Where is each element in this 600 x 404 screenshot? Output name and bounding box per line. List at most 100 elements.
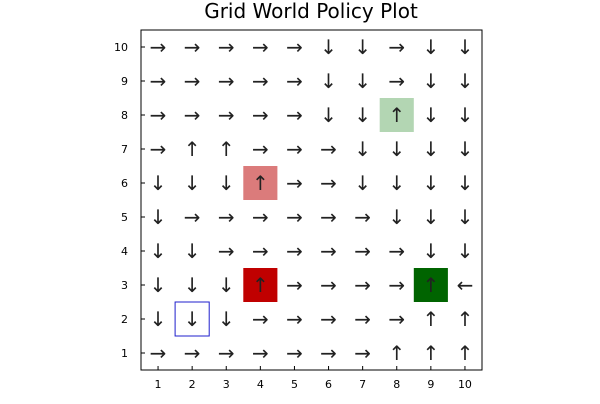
policy-arrow-7-10: ↓ (354, 35, 371, 59)
axis-ticks-layer: 1 2 3 4 5 6 7 8 9 10 1 2 3 4 5 6 7 8 9 10 (114, 41, 472, 391)
x-tick-label-9: 9 (427, 378, 434, 391)
y-tick-label-6: 6 (121, 177, 128, 190)
policy-arrow-9-7: ↓ (422, 137, 439, 161)
y-tick-label-9: 9 (121, 75, 128, 88)
policy-arrow-8-4: → (388, 239, 405, 263)
policy-arrow-3-7: ↑ (218, 137, 235, 161)
policy-arrow-9-10: ↓ (422, 35, 439, 59)
policy-arrow-9-3: ↑ (422, 273, 439, 297)
chart-title: Grid World Policy Plot (204, 0, 418, 23)
policy-arrow-1-10: → (150, 35, 167, 59)
policy-arrow-3-9: → (218, 69, 235, 93)
y-tick-label-3: 3 (121, 279, 128, 292)
policy-arrow-2-9: → (184, 69, 201, 93)
policy-arrow-5-5: → (286, 205, 303, 229)
policy-arrow-2-1: → (184, 341, 201, 365)
policy-arrow-2-8: → (184, 103, 201, 127)
policy-arrow-7-1: → (354, 341, 371, 365)
x-tick-label-3: 3 (223, 378, 230, 391)
x-tick-label-5: 5 (291, 378, 298, 391)
policy-arrows-layer: → → → → → ↓ ↓ → ↓ ↓ → → → → → ↓ ↓ → ↓ ↓ → → → → → ↓ ↓ ↑ ↓ ↓ → ↑ ↑ → → → ↓ ↓ ↓ ↓… (150, 35, 474, 365)
policy-arrow-3-2: ↓ (218, 307, 235, 331)
policy-arrow-1-4: ↓ (150, 239, 167, 263)
policy-arrow-9-6: ↓ (422, 171, 439, 195)
policy-arrow-5-3: → (286, 273, 303, 297)
policy-arrow-3-3: ↓ (218, 273, 235, 297)
policy-arrow-7-3: → (354, 273, 371, 297)
policy-arrow-4-3: ↑ (252, 273, 269, 297)
policy-arrow-4-8: → (252, 103, 269, 127)
policy-arrow-5-10: → (286, 35, 303, 59)
policy-arrow-9-8: ↓ (422, 103, 439, 127)
highlight-cell-8-8 (379, 98, 414, 132)
policy-arrow-7-4: → (354, 239, 371, 263)
y-tick-label-8: 8 (121, 109, 128, 122)
policy-arrow-6-4: → (320, 239, 337, 263)
policy-arrow-3-5: → (218, 205, 235, 229)
policy-arrow-7-7: ↓ (354, 137, 371, 161)
policy-arrow-7-9: ↓ (354, 69, 371, 93)
policy-arrow-2-3: ↓ (184, 273, 201, 297)
policy-arrow-8-2: → (388, 307, 405, 331)
policy-arrow-10-5: ↓ (457, 205, 474, 229)
policy-arrow-6-5: → (320, 205, 337, 229)
x-tick-label-10: 10 (458, 378, 472, 391)
policy-arrow-10-7: ↓ (457, 137, 474, 161)
x-tick-label-2: 2 (189, 378, 196, 391)
x-tick-label-8: 8 (393, 378, 400, 391)
policy-arrow-8-5: ↓ (388, 205, 405, 229)
policy-arrow-5-1: → (286, 341, 303, 365)
policy-arrow-8-3: → (388, 273, 405, 297)
policy-arrow-8-10: → (388, 35, 405, 59)
policy-arrow-1-6: ↓ (150, 171, 167, 195)
policy-arrow-8-9: → (388, 69, 405, 93)
policy-arrow-6-2: → (320, 307, 337, 331)
policy-arrow-4-9: → (252, 69, 269, 93)
policy-arrow-4-5: → (252, 205, 269, 229)
policy-arrow-6-3: → (320, 273, 337, 297)
policy-arrow-2-7: ↑ (184, 137, 201, 161)
policy-arrow-2-6: ↓ (184, 171, 201, 195)
x-tick-label-6: 6 (325, 378, 332, 391)
policy-arrow-5-7: → (286, 137, 303, 161)
policy-arrow-8-1: ↑ (388, 341, 405, 365)
policy-arrow-10-1: ↑ (457, 341, 474, 365)
policy-arrow-1-8: → (150, 103, 167, 127)
policy-arrow-7-5: → (354, 205, 371, 229)
policy-arrow-3-10: → (218, 35, 235, 59)
policy-arrow-6-9: ↓ (320, 69, 337, 93)
y-tick-label-10: 10 (114, 41, 128, 54)
policy-arrow-9-1: ↑ (422, 341, 439, 365)
policy-arrow-2-4: ↓ (184, 239, 201, 263)
policy-arrow-3-4: → (218, 239, 235, 263)
policy-arrow-1-5: ↓ (150, 205, 167, 229)
policy-arrow-10-8: ↓ (457, 103, 474, 127)
policy-arrow-1-9: → (150, 69, 167, 93)
highlights-layer (174, 98, 448, 337)
policy-arrow-2-2: ↓ (184, 307, 201, 331)
policy-arrow-10-3: ← (457, 273, 474, 297)
y-tick-label-5: 5 (121, 211, 128, 224)
policy-arrow-5-8: → (286, 103, 303, 127)
policy-arrow-10-2: ↑ (457, 307, 474, 331)
policy-arrow-4-4: → (252, 239, 269, 263)
policy-arrow-6-7: → (320, 137, 337, 161)
x-tick-label-7: 7 (359, 378, 366, 391)
policy-arrow-6-10: ↓ (320, 35, 337, 59)
policy-arrow-7-6: ↓ (354, 171, 371, 195)
policy-arrow-5-6: → (286, 171, 303, 195)
policy-arrow-10-6: ↓ (457, 171, 474, 195)
policy-arrow-9-5: ↓ (422, 205, 439, 229)
policy-arrow-8-6: ↓ (388, 171, 405, 195)
policy-arrow-4-2: → (252, 307, 269, 331)
policy-arrow-6-8: ↓ (320, 103, 337, 127)
policy-arrow-3-6: ↓ (218, 171, 235, 195)
plot-frame (140, 29, 483, 371)
policy-arrow-4-10: → (252, 35, 269, 59)
policy-arrow-8-8: ↑ (388, 103, 405, 127)
policy-arrow-10-10: ↓ (457, 35, 474, 59)
policy-arrow-1-2: ↓ (150, 307, 167, 331)
policy-arrow-5-9: → (286, 69, 303, 93)
